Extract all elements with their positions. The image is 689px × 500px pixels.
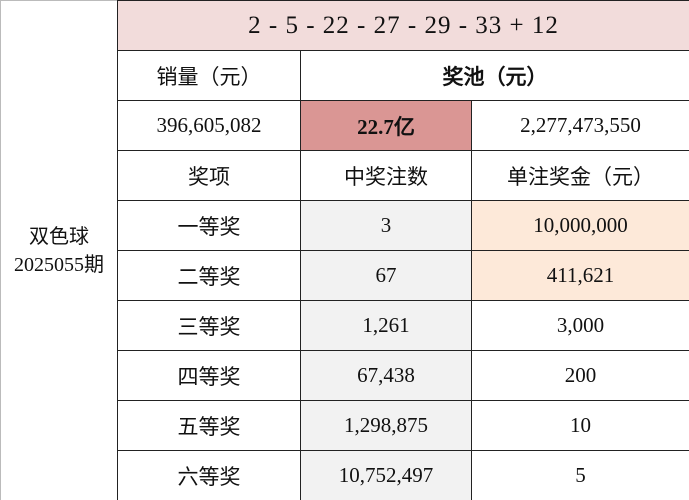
winner-count: 10,752,497 xyxy=(300,450,472,500)
prize-name: 一等奖 xyxy=(117,200,301,251)
prize-amount: 411,621 xyxy=(470,250,689,301)
prize-row: 三等奖 1,261 3,000 xyxy=(1,300,689,351)
lottery-label: 双色球 2025055期 xyxy=(0,0,118,500)
prize-amount: 5 xyxy=(470,450,689,500)
winner-count: 67,438 xyxy=(300,350,472,401)
prize-name: 三等奖 xyxy=(117,300,301,351)
pool-short: 22.7亿 xyxy=(300,100,472,151)
header-cell: 中奖注数 xyxy=(300,150,472,201)
prize-row: 六等奖 10,752,497 5 xyxy=(1,450,689,500)
prize-amount: 10 xyxy=(470,400,689,451)
prize-amount: 3,000 xyxy=(470,300,689,351)
prize-row: 二等奖 67 411,621 xyxy=(1,250,689,301)
header-cell: 单注奖金（元） xyxy=(470,150,689,201)
prize-name: 五等奖 xyxy=(117,400,301,451)
lottery-issue: 2025055期 xyxy=(14,253,104,276)
value-row: 396,605,082 22.7亿 2,277,473,550 xyxy=(1,100,689,151)
prize-row: 五等奖 1,298,875 10 xyxy=(1,400,689,451)
winner-count: 1,261 xyxy=(300,300,472,351)
header-row: 奖项 中奖注数 单注奖金（元） xyxy=(1,150,689,201)
lottery-name: 双色球 xyxy=(29,225,89,248)
prize-name: 六等奖 xyxy=(117,450,301,500)
prize-amount: 10,000,000 xyxy=(470,200,689,251)
header-cell: 奖项 xyxy=(117,150,301,201)
pool-label: 奖池（元） xyxy=(299,50,689,101)
prize-name: 二等奖 xyxy=(117,250,301,301)
sales-label: 销量（元） xyxy=(117,50,301,101)
pool-value: 2,277,473,550 xyxy=(470,100,689,151)
winning-numbers: 2 - 5 - 22 - 27 - 29 - 33 + 12 xyxy=(116,0,689,51)
sales-value: 396,605,082 xyxy=(117,100,301,151)
label-row: 销量（元） 奖池（元） xyxy=(1,50,689,101)
winner-count: 3 xyxy=(300,200,472,251)
prize-row: 四等奖 67,438 200 xyxy=(1,350,689,401)
winner-count: 1,298,875 xyxy=(300,400,472,451)
prize-name: 四等奖 xyxy=(117,350,301,401)
winner-count: 67 xyxy=(300,250,472,301)
prize-amount: 200 xyxy=(470,350,689,401)
prize-row: 一等奖 3 10,000,000 xyxy=(1,200,689,251)
